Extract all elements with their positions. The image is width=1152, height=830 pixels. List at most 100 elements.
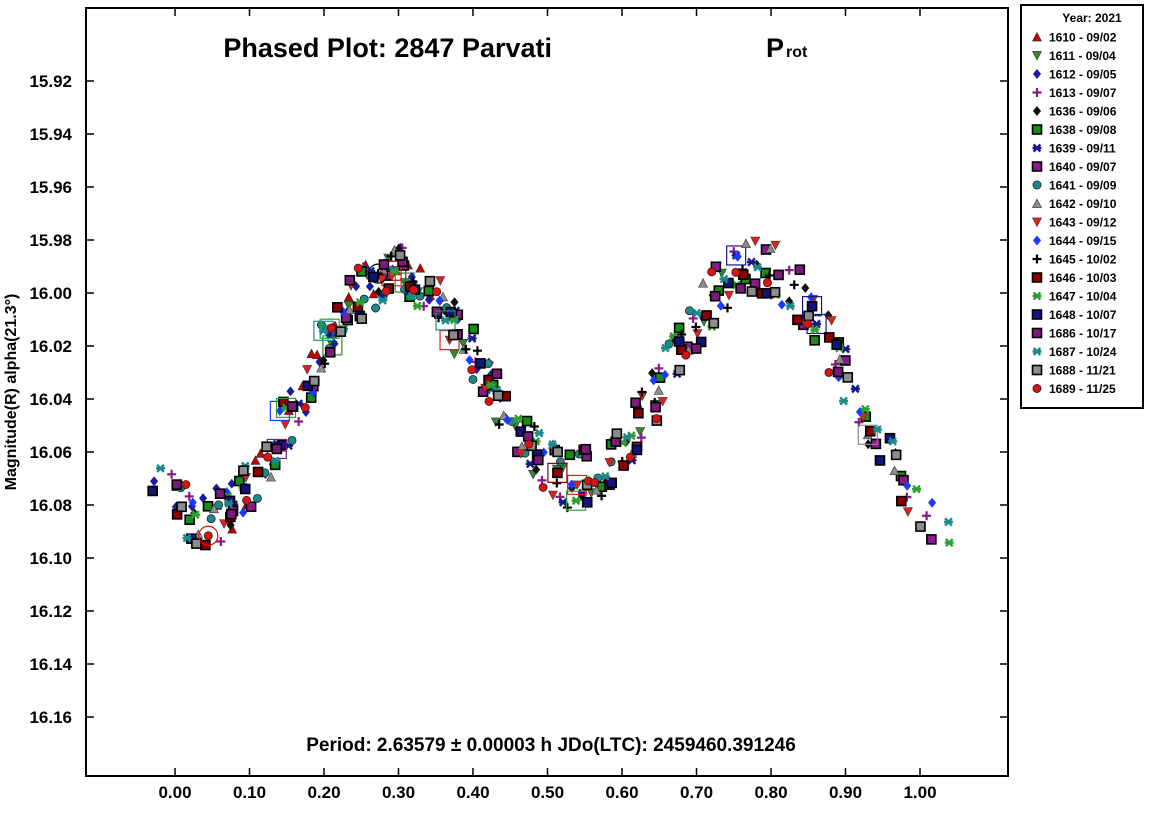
legend-label: 1689 - 11/25	[1049, 382, 1116, 396]
data-point	[250, 455, 261, 465]
data-point	[521, 415, 533, 427]
data-point	[503, 415, 512, 425]
data-point	[450, 297, 459, 308]
data-point	[839, 396, 849, 406]
y-axis-label: Magnitude(R) alpha(21.3°)	[3, 294, 20, 491]
data-point	[365, 281, 374, 292]
data-point	[203, 531, 213, 541]
data-point	[597, 491, 607, 501]
legend-label: 1648 - 10/07	[1049, 308, 1117, 322]
data-point	[202, 500, 214, 512]
data-point	[777, 299, 786, 310]
data-point	[308, 375, 320, 387]
data-point	[731, 267, 741, 277]
y-tick-label: 16.08	[29, 496, 72, 515]
legend-entry: 1687 - 10/24	[1032, 345, 1117, 359]
data-point	[182, 533, 192, 543]
data-point	[926, 534, 937, 545]
data-point	[312, 349, 323, 360]
data-point	[343, 301, 354, 311]
data-point	[625, 452, 635, 462]
data-point	[590, 478, 600, 487]
chart-title: Phased Plot: 2847 Parvati	[223, 33, 552, 63]
data-point	[300, 403, 310, 413]
data-point	[719, 274, 729, 284]
data-point	[261, 441, 272, 453]
data-point	[394, 250, 406, 261]
highlight-ring	[726, 245, 747, 266]
legend-entry: 1642 - 09/10	[1032, 197, 1117, 211]
legend-marker	[1032, 217, 1042, 228]
data-point	[227, 478, 236, 489]
legend-entry: 1612 - 09/05	[1032, 68, 1117, 82]
data-point	[673, 336, 685, 347]
legend-label: 1612 - 09/05	[1049, 68, 1117, 82]
data-point	[654, 363, 664, 373]
data-point	[378, 259, 390, 270]
y-tick-label: 15.98	[29, 231, 72, 250]
highlight-ring	[547, 462, 568, 483]
data-point	[789, 280, 799, 290]
legend-label: 1686 - 10/17	[1049, 327, 1117, 341]
data-point	[785, 301, 795, 311]
data-point	[794, 264, 806, 275]
data-point	[707, 267, 717, 277]
data-point	[810, 325, 820, 335]
x-tick-label: 0.90	[829, 783, 862, 802]
data-point	[606, 477, 617, 489]
data-point	[824, 367, 834, 377]
data-point	[547, 490, 558, 501]
legend-marker	[1032, 291, 1042, 301]
data-point	[740, 238, 751, 248]
legend-label: 1643 - 09/12	[1049, 216, 1117, 230]
data-point	[538, 482, 548, 492]
data-point	[812, 319, 822, 329]
x-tick-label: 0.40	[456, 783, 489, 802]
data-point	[890, 449, 902, 461]
data-point	[445, 306, 456, 318]
data-point	[716, 300, 725, 311]
data-point	[318, 326, 328, 336]
data-point	[826, 316, 837, 326]
data-point	[484, 396, 494, 406]
data-point	[353, 263, 363, 273]
legend-frame	[1020, 4, 1144, 409]
data-point	[635, 427, 646, 437]
data-point	[832, 366, 844, 378]
legend-label: 1647 - 10/04	[1049, 290, 1117, 304]
data-point	[691, 322, 701, 332]
data-point	[491, 368, 503, 380]
data-point	[431, 306, 443, 318]
highlight-ring	[198, 525, 219, 546]
data-point	[386, 251, 396, 261]
data-point	[458, 339, 469, 349]
data-point	[294, 417, 304, 427]
data-point	[265, 471, 276, 482]
data-point	[803, 310, 814, 322]
data-point	[552, 446, 563, 458]
data-point	[226, 520, 235, 531]
data-point	[147, 485, 158, 497]
data-point	[472, 346, 482, 356]
data-point	[896, 495, 907, 507]
data-point	[326, 323, 336, 333]
data-point	[263, 452, 273, 462]
data-point	[860, 404, 870, 414]
data-point	[287, 435, 297, 445]
data-point	[630, 397, 641, 409]
data-point	[344, 274, 356, 286]
data-point	[809, 335, 820, 346]
data-point	[564, 449, 576, 461]
data-point	[801, 283, 810, 293]
data-point	[492, 390, 504, 402]
data-point	[435, 295, 444, 306]
y-tick-label: 15.94	[29, 125, 72, 144]
data-point	[552, 467, 563, 479]
data-point	[465, 355, 474, 366]
data-point	[673, 322, 685, 334]
data-points	[147, 236, 954, 551]
data-point	[724, 290, 734, 301]
data-point	[513, 414, 523, 424]
legend-marker	[1031, 327, 1043, 339]
